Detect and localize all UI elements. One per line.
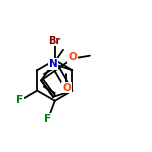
Text: F: F (16, 95, 24, 105)
Text: O: O (68, 52, 77, 62)
Text: F: F (44, 114, 51, 124)
Text: N: N (49, 59, 57, 69)
Text: O: O (62, 83, 71, 93)
Text: Br: Br (48, 36, 60, 46)
